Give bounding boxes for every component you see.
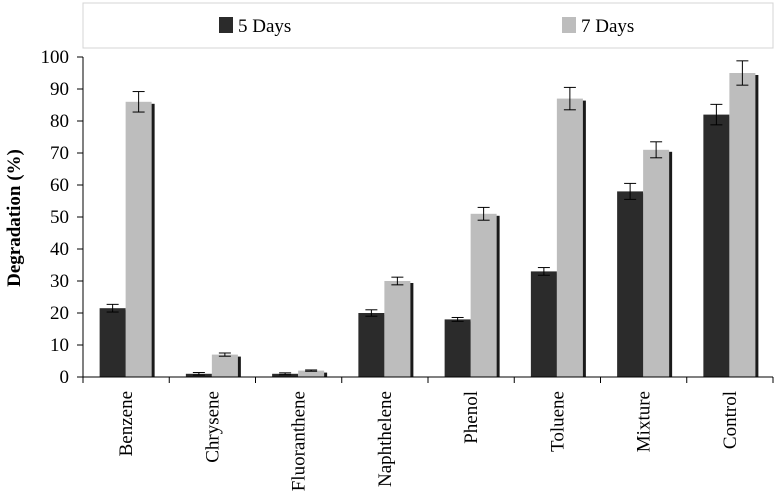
bar-naphthelene-7-days [384, 281, 411, 377]
x-category-label: Control [720, 391, 741, 449]
y-tick-label: 10 [50, 335, 69, 356]
bar-fluoranthene-5-days [272, 373, 299, 377]
y-axis-title: Degradation (%) [4, 149, 25, 287]
bar-toluene-7-days [556, 98, 583, 377]
x-category-label: Toluene [547, 391, 568, 452]
bar-phenol-5-days [444, 319, 471, 377]
bar-mixture-7-days [643, 149, 670, 377]
bar-control-5-days [703, 114, 730, 377]
bar-shadow-control-7-days [755, 75, 759, 377]
bar-fluoranthene-7-days [298, 370, 325, 377]
x-category-label: Phenol [461, 391, 482, 444]
bar-toluene-5-days [530, 271, 557, 377]
bar-control-7-days [729, 73, 756, 377]
bar-shadow-naphthelene-7-days [410, 283, 414, 377]
legend-swatch-5-days [219, 17, 233, 33]
y-tick-label: 100 [41, 47, 70, 68]
legend-swatch-7-days [562, 17, 576, 33]
x-category-label: Naphthelene [375, 391, 396, 487]
x-category-label: Chrysene [202, 391, 223, 463]
bar-shadow-phenol-7-days [496, 215, 500, 377]
x-category-label: Fluoranthene [289, 391, 310, 491]
bar-chrysene-7-days [211, 354, 238, 377]
x-category-label: Benzene [116, 391, 137, 456]
bar-shadow-toluene-7-days [582, 100, 586, 377]
legend-label-5-days: 5 Days [238, 16, 291, 37]
y-axis: 0 10 20 30 40 50 60 70 80 90 100 [41, 47, 84, 388]
bar-phenol-7-days [470, 213, 497, 377]
y-tick-label: 0 [60, 367, 70, 388]
bars [99, 60, 759, 378]
y-tick-label: 80 [50, 111, 69, 132]
y-tick-label: 50 [50, 207, 69, 228]
y-tick-label: 20 [50, 303, 69, 324]
y-tick-label: 90 [50, 79, 69, 100]
y-tick-label: 30 [50, 271, 69, 292]
legend: 5 Days 7 Days [82, 2, 774, 49]
bar-shadow-benzene-7-days [151, 103, 155, 378]
y-tick-label: 40 [50, 239, 69, 260]
x-axis: Benzene Chrysene Fluoranthene Naphthelene Ph… [82, 376, 774, 491]
bar-benzene-7-days [125, 101, 152, 378]
legend-box [82, 2, 774, 49]
bar-mixture-5-days [617, 191, 644, 377]
bar-shadow-mixture-7-days [669, 151, 673, 377]
bar-shadow-fluoranthene-7-days [324, 372, 328, 377]
bar-shadow-chrysene-7-days [237, 356, 241, 377]
y-tick-label: 60 [50, 175, 69, 196]
bar-naphthelene-5-days [358, 313, 385, 377]
bar-benzene-5-days [99, 308, 126, 377]
x-category-label: Mixture [634, 391, 655, 452]
y-tick-label: 70 [50, 143, 69, 164]
legend-label-7-days: 7 Days [581, 16, 634, 37]
